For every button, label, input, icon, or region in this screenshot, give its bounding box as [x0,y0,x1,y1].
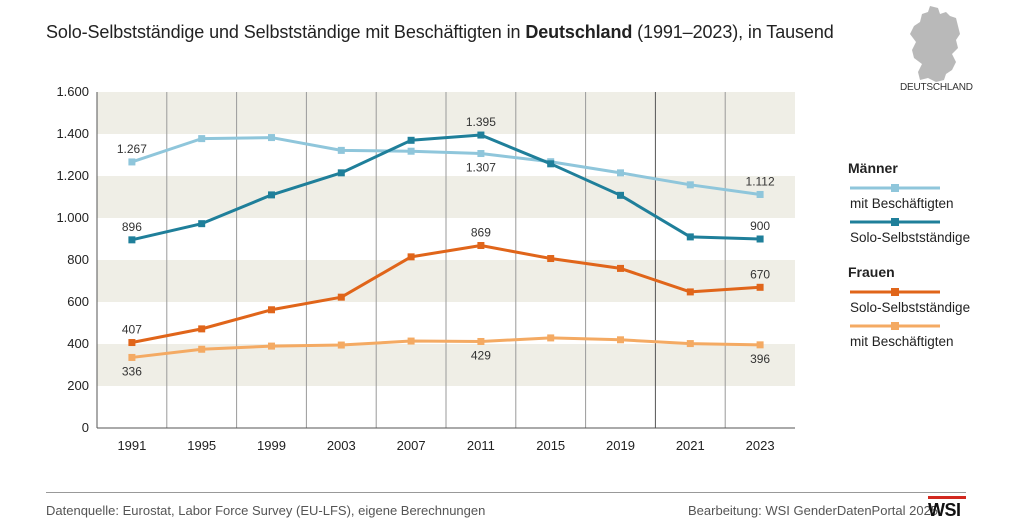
y-tick-label: 1.200 [56,168,89,183]
data-point-men_solo [268,191,275,199]
x-tick-label: 1999 [257,438,286,453]
y-tick-label: 1.400 [56,126,89,141]
data-point-women_emp [756,341,764,349]
data-point-men_solo [617,191,624,199]
y-tick-label: 800 [67,252,89,267]
data-point-women_solo [617,264,624,272]
y-tick-label: 1.000 [56,210,89,225]
data-point-men_emp [337,146,345,154]
data-point-women_emp [407,337,415,345]
data-point-women_emp [337,341,345,349]
data-label: 396 [750,352,770,366]
x-tick-label: 1995 [187,438,216,453]
data-label: 1.307 [466,161,496,175]
data-point-men_solo [547,160,555,168]
line-chart: 0 200 400 600 800 1.000 1.200 1.400 1.600 1991 199… [56,84,795,453]
data-point-women_emp [617,336,624,344]
map-label: DEUTSCHLAND [900,82,973,93]
data-point-men_solo [756,235,764,243]
data-point-men_emp [268,134,275,142]
legend-item-men-solo: Solo-Selbstständige [848,216,1018,250]
data-point-women_solo [128,339,136,347]
data-point-men_emp [198,135,206,143]
series-line-women_solo [131,244,761,345]
data-point-women_solo [407,253,415,261]
data-point-women_solo [198,325,206,333]
data-point-women_solo [337,293,345,301]
data-label: 869 [471,226,491,240]
legend: Männer mit Beschäftigten Solo-Selbststän… [848,160,1018,354]
series-line-men_solo [131,133,761,242]
legend-label: Solo-Selbstständige [850,230,971,245]
footer-divider [46,492,966,493]
data-point-men_solo [407,136,415,144]
data-point-men_emp [617,169,624,177]
legend-men-heading: Männer [848,160,898,176]
data-point-men_emp [407,147,415,155]
data-point-women_solo [686,288,694,296]
data-point-men_solo [128,236,136,244]
data-point-women_emp [128,353,136,361]
data-point-men_solo [477,131,485,139]
x-tick-label: 2015 [536,438,565,453]
data-label: 1.112 [746,174,775,188]
series-line-women_emp [131,336,761,359]
data-source: Datenquelle: Eurostat, Labor Force Surve… [46,503,486,518]
x-tick-label: 2019 [606,438,635,453]
data-label: 407 [122,323,142,337]
data-label: 429 [471,348,491,362]
x-tick-label: 2011 [467,438,495,453]
wsi-logo: WSI [928,496,966,520]
data-point-women_emp [477,337,485,345]
data-point-women_solo [268,306,275,314]
legend-label: mit Beschäftigten [850,334,954,349]
legend-women-heading: Frauen [848,264,895,280]
data-label: 1.395 [466,115,496,129]
data-point-women_emp [268,342,275,350]
x-tick-label: 1991 [117,438,146,453]
data-label: 900 [750,219,770,233]
legend-item-women-emp: mit Beschäftigten [848,320,1018,354]
data-point-men_emp [686,181,694,189]
legend-item-men-emp: mit Beschäftigten [848,182,1018,216]
x-tick-label: 2023 [746,438,775,453]
data-point-men_solo [337,169,345,177]
credit: Bearbeitung: WSI GenderDatenPortal 2025 [688,503,939,518]
data-point-women_solo [477,242,485,250]
x-tick-label: 2003 [327,438,356,453]
germany-map-icon [910,6,960,82]
data-point-women_emp [547,334,555,342]
data-point-men_emp [477,150,485,158]
data-point-women_solo [547,255,555,263]
data-point-men_solo [198,220,206,228]
data-label: 1.267 [117,142,147,156]
y-tick-label: 200 [67,378,89,393]
y-tick-label: 600 [67,294,89,309]
y-tick-label: 400 [67,336,89,351]
chart-title: Solo-Selbstständige und Selbstständige m… [46,22,834,42]
data-point-men_emp [128,158,136,166]
data-label: 896 [122,220,142,234]
y-tick-label: 0 [82,420,89,435]
data-point-women_emp [686,340,694,348]
x-tick-label: 2007 [397,438,426,453]
legend-label: Solo-Selbstständige [850,300,971,315]
series-line-men_emp [131,136,761,196]
legend-label: mit Beschäftigten [850,196,954,211]
data-point-men_emp [756,190,764,198]
data-point-women_emp [198,345,206,353]
legend-item-women-solo: Solo-Selbstständige [848,286,1018,320]
data-label: 336 [122,364,142,378]
x-tick-label: 2021 [676,438,705,453]
data-point-women_solo [756,283,764,291]
y-tick-label: 1.600 [56,84,89,99]
data-point-men_solo [686,233,694,241]
data-label: 670 [750,267,770,281]
